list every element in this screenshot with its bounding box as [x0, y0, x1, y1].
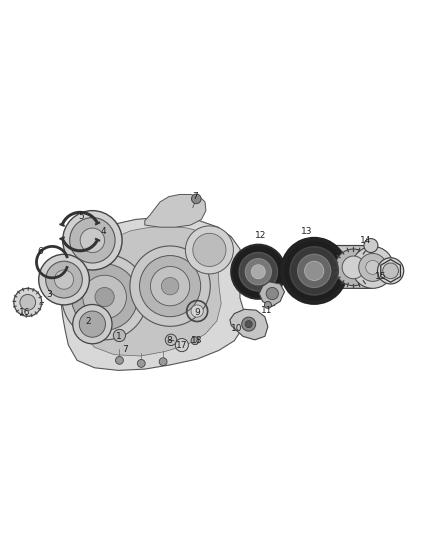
Text: 6: 6 — [37, 247, 43, 256]
Circle shape — [73, 304, 112, 344]
Circle shape — [364, 239, 378, 253]
Polygon shape — [230, 309, 268, 340]
Text: 17: 17 — [176, 342, 187, 351]
Polygon shape — [145, 195, 206, 227]
Circle shape — [290, 247, 338, 295]
Text: 2: 2 — [85, 317, 91, 326]
Polygon shape — [76, 227, 221, 356]
Circle shape — [239, 253, 278, 291]
Circle shape — [359, 253, 387, 281]
Text: 8: 8 — [166, 336, 172, 345]
Circle shape — [70, 217, 115, 263]
Circle shape — [140, 256, 201, 317]
Text: 14: 14 — [360, 236, 371, 245]
Circle shape — [191, 194, 201, 204]
Circle shape — [191, 305, 203, 317]
Text: 11: 11 — [261, 305, 273, 314]
Circle shape — [71, 264, 138, 330]
Circle shape — [245, 259, 272, 285]
Text: 1: 1 — [116, 332, 121, 341]
Text: 15: 15 — [375, 272, 386, 280]
Polygon shape — [332, 246, 375, 288]
Text: 12: 12 — [255, 231, 266, 240]
Circle shape — [62, 254, 148, 340]
Circle shape — [265, 302, 272, 309]
Circle shape — [20, 294, 35, 310]
Text: 13: 13 — [300, 227, 312, 236]
Circle shape — [342, 256, 365, 279]
Circle shape — [63, 211, 122, 270]
Circle shape — [191, 337, 199, 345]
Text: 3: 3 — [46, 290, 52, 300]
Circle shape — [335, 249, 372, 286]
Text: 16: 16 — [19, 308, 31, 317]
Circle shape — [383, 263, 399, 279]
Text: 7: 7 — [122, 345, 128, 354]
Circle shape — [83, 275, 127, 319]
Circle shape — [130, 246, 210, 326]
Circle shape — [80, 228, 105, 253]
Circle shape — [54, 270, 74, 289]
Circle shape — [266, 287, 279, 300]
Circle shape — [138, 359, 145, 367]
Text: 7: 7 — [192, 192, 198, 201]
Circle shape — [14, 288, 42, 316]
Text: 4: 4 — [100, 227, 106, 236]
Circle shape — [283, 239, 346, 302]
Circle shape — [245, 321, 252, 328]
Text: 10: 10 — [231, 324, 242, 333]
Circle shape — [95, 287, 114, 306]
Circle shape — [79, 311, 106, 337]
Circle shape — [165, 334, 177, 345]
Circle shape — [352, 246, 394, 288]
Circle shape — [304, 261, 324, 280]
Polygon shape — [259, 282, 285, 306]
Text: 18: 18 — [191, 336, 202, 345]
Text: 9: 9 — [194, 308, 200, 317]
Circle shape — [150, 266, 190, 306]
Circle shape — [251, 265, 265, 279]
Circle shape — [378, 258, 404, 284]
Circle shape — [185, 226, 233, 274]
Circle shape — [366, 261, 380, 274]
Circle shape — [231, 245, 286, 299]
Polygon shape — [61, 217, 244, 370]
Circle shape — [242, 317, 256, 331]
Circle shape — [46, 261, 82, 298]
Circle shape — [159, 358, 167, 366]
Circle shape — [193, 233, 226, 266]
Circle shape — [297, 254, 331, 287]
Circle shape — [116, 357, 124, 364]
Circle shape — [39, 254, 89, 305]
Circle shape — [175, 338, 188, 352]
Text: 5: 5 — [78, 212, 85, 221]
Circle shape — [161, 277, 179, 295]
Circle shape — [113, 329, 126, 342]
